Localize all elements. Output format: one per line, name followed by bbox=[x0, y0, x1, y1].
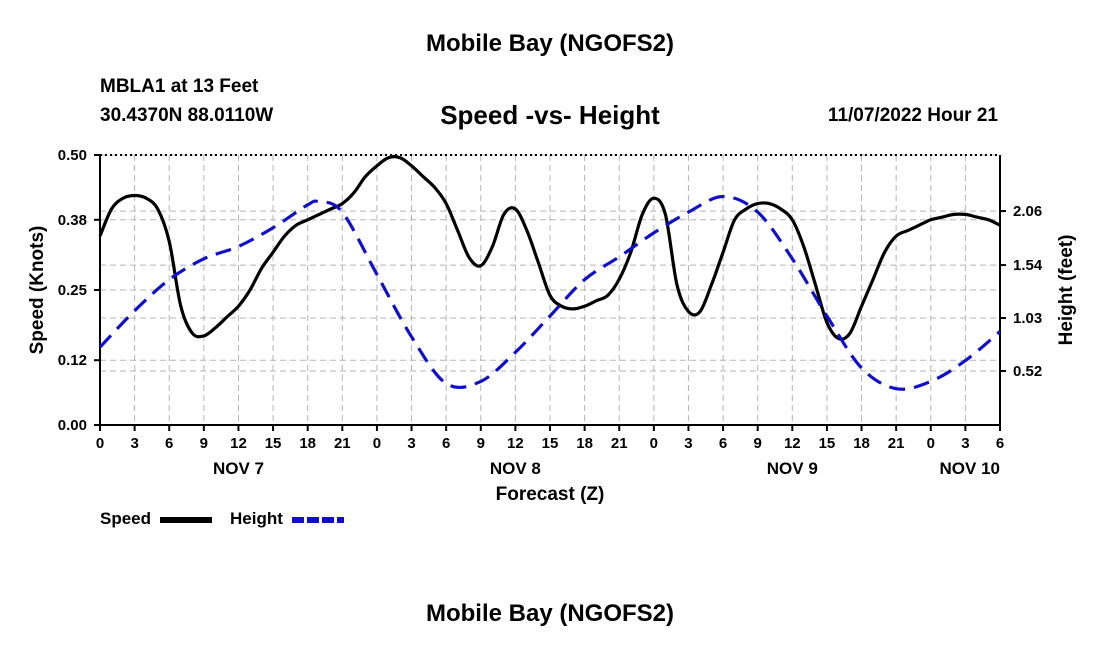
x-tick-label: 12 bbox=[784, 435, 801, 452]
x-tick-label: 3 bbox=[130, 435, 138, 452]
x-tick-label: 3 bbox=[407, 435, 415, 452]
x-tick-label: 0 bbox=[650, 435, 658, 452]
x-tick-label: 18 bbox=[299, 435, 316, 452]
y-tick-label: 0.12 bbox=[58, 352, 87, 369]
date-label: NOV 9 bbox=[767, 459, 818, 478]
forecast-datetime: 11/07/2022 Hour 21 bbox=[827, 105, 998, 126]
x-tick-label: 3 bbox=[684, 435, 692, 452]
date-label: NOV 7 bbox=[213, 459, 264, 478]
y-tick-label: 0.38 bbox=[58, 212, 87, 229]
y2-tick-label: 1.54 bbox=[1013, 257, 1043, 274]
y2-tick-label: 1.03 bbox=[1013, 310, 1042, 327]
y-tick-label: 0.50 bbox=[58, 147, 87, 164]
x-axis-title: Forecast (Z) bbox=[496, 484, 605, 505]
x-tick-label: 15 bbox=[542, 435, 559, 452]
y-tick-label: 0.25 bbox=[58, 282, 87, 299]
x-tick-label: 9 bbox=[477, 435, 485, 452]
x-tick-label: 21 bbox=[888, 435, 905, 452]
chart-subtitle: Speed -vs- Height bbox=[440, 100, 660, 130]
series-line-height bbox=[98, 194, 1002, 391]
y-axis-title: Speed (Knots) bbox=[27, 226, 48, 355]
x-tick-label: 6 bbox=[165, 435, 173, 452]
date-label: NOV 10 bbox=[940, 459, 1000, 478]
x-tick-label: 6 bbox=[996, 435, 1004, 452]
x-tick-label: 0 bbox=[96, 435, 104, 452]
station-coordinates: 30.4370N 88.0110W bbox=[100, 105, 274, 126]
x-tick-label: 9 bbox=[754, 435, 762, 452]
y-tick-label: 0.00 bbox=[58, 417, 87, 434]
date-label: NOV 8 bbox=[490, 459, 541, 478]
x-tick-label: 3 bbox=[961, 435, 969, 452]
x-tick-label: 15 bbox=[819, 435, 836, 452]
x-tick-label: 12 bbox=[230, 435, 247, 452]
x-tick-label: 9 bbox=[200, 435, 208, 452]
x-tick-label: 6 bbox=[442, 435, 450, 452]
y2-tick-label: 2.06 bbox=[1013, 203, 1042, 220]
x-tick-label: 18 bbox=[853, 435, 870, 452]
chart-title: Mobile Bay (NGOFS2) bbox=[425, 30, 675, 57]
legend-label-height: Height bbox=[230, 509, 283, 528]
station-label: MBLA1 at 13 Feet bbox=[100, 76, 259, 97]
x-tick-label: 6 bbox=[719, 435, 727, 452]
x-tick-label: 21 bbox=[611, 435, 628, 452]
y2-tick-label: 0.52 bbox=[1013, 363, 1042, 380]
x-tick-label: 0 bbox=[373, 435, 381, 452]
series-line-speed bbox=[98, 155, 1001, 341]
legend-label-speed: Speed bbox=[100, 509, 151, 528]
x-tick-label: 0 bbox=[927, 435, 935, 452]
x-tick-label: 12 bbox=[507, 435, 524, 452]
x-tick-label: 21 bbox=[334, 435, 351, 452]
x-tick-label: 18 bbox=[576, 435, 593, 452]
footer-title: Mobile Bay (NGOFS2) bbox=[425, 600, 675, 627]
y2-axis-title: Height (feet) bbox=[1056, 235, 1077, 346]
x-tick-label: 15 bbox=[265, 435, 282, 452]
